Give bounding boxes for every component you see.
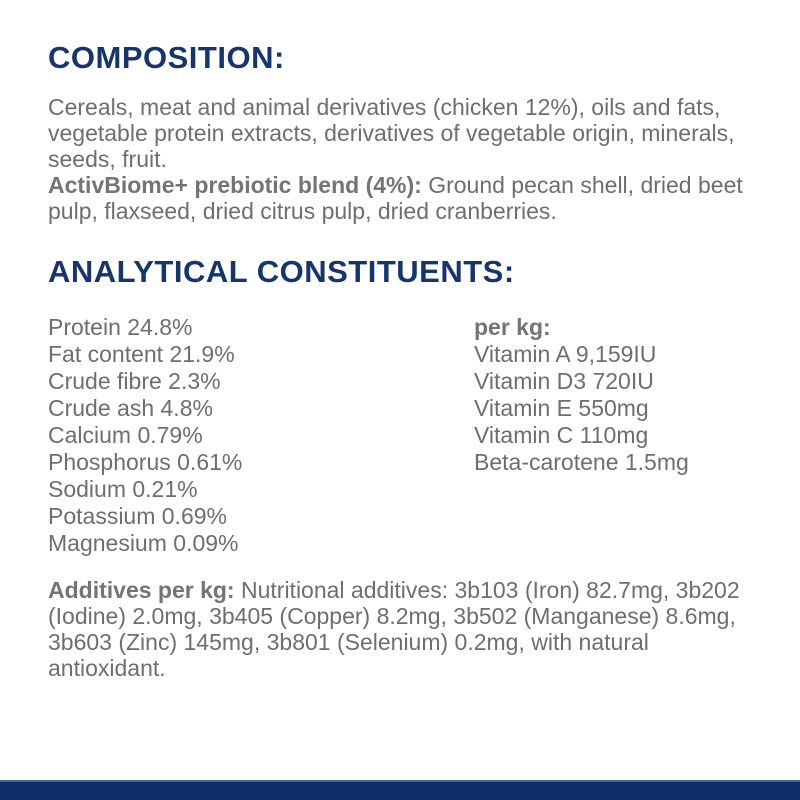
constituent-fibre: Crude fibre 2.3% (48, 368, 221, 394)
constituent-ash: Crude ash 4.8% (48, 395, 213, 421)
constituents-column: Protein 24.8% Fat content 21.9% Crude fi… (48, 314, 474, 557)
composition-ingredients-text: Cereals, meat and animal derivatives (ch… (48, 94, 735, 172)
prebiotic-blend-ingredients: Ground pecan shell, dried beet pulp, fla… (48, 172, 743, 224)
constituent-protein: Protein 24.8% (48, 314, 193, 340)
constituent-calcium: Calcium 0.79% (48, 422, 203, 448)
beta-carotene-value: Beta-carotene 1.5mg (474, 449, 689, 475)
per-kg-column: per kg: Vitamin A 9,159IU Vitamin D3 720… (474, 314, 760, 557)
additives-label: Additives per kg: (48, 577, 235, 603)
analytical-columns: Protein 24.8% Fat content 21.9% Crude fi… (48, 314, 760, 557)
label-content: COMPOSITION: Cereals, meat and animal de… (48, 40, 760, 681)
prebiotic-blend-label: ActivBiome+ prebiotic blend (4%): (48, 172, 422, 198)
vitamin-a-value: Vitamin A 9,159IU (474, 341, 657, 367)
vitamin-c-value: Vitamin C 110mg (474, 422, 649, 448)
analytical-constituents-heading: ANALYTICAL CONSTITUENTS: (48, 254, 515, 289)
constituent-sodium: Sodium 0.21% (48, 476, 198, 502)
vitamin-d3-value: Vitamin D3 720IU (474, 368, 654, 394)
composition-heading: COMPOSITION: (48, 40, 285, 75)
bottom-brand-bar (0, 780, 800, 800)
constituent-potassium: Potassium 0.69% (48, 503, 227, 529)
composition-body-text: Cereals, meat and animal derivatives (ch… (48, 94, 760, 172)
additives-body-text: Nutritional additives: 3b103 (Iron) 82.7… (48, 577, 740, 681)
vitamin-e-value: Vitamin E 550mg (474, 395, 649, 421)
constituent-phosphorus: Phosphorus 0.61% (48, 449, 243, 475)
prebiotic-blend-paragraph: ActivBiome+ prebiotic blend (4%): Ground… (48, 172, 760, 224)
additives-paragraph: Additives per kg: Nutritional additives:… (48, 577, 760, 681)
per-kg-label: per kg: (474, 314, 551, 340)
constituent-fat: Fat content 21.9% (48, 341, 235, 367)
constituent-magnesium: Magnesium 0.09% (48, 530, 239, 556)
